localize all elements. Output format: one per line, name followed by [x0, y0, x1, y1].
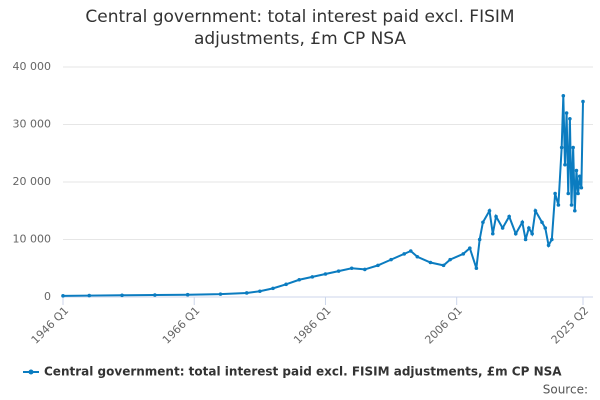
data-point	[540, 220, 544, 225]
data-point	[336, 269, 341, 273]
data-point	[494, 214, 498, 219]
data-point	[376, 263, 380, 268]
data-point	[408, 249, 413, 253]
data-point	[561, 93, 566, 98]
data-point	[323, 272, 328, 276]
data-point	[415, 254, 420, 259]
data-point	[530, 231, 534, 236]
data-point	[579, 185, 584, 190]
data-point	[389, 257, 393, 262]
x-tick-label: 1966 Q1	[160, 304, 203, 347]
data-point	[568, 116, 572, 121]
data-point	[481, 220, 485, 225]
data-point	[556, 203, 561, 207]
data-point	[448, 257, 452, 262]
data-point	[284, 282, 288, 287]
x-tick-label: 2006 Q1	[422, 304, 465, 347]
data-point	[310, 275, 315, 279]
data-point	[581, 99, 585, 104]
legend-marker	[28, 369, 34, 375]
data-point	[564, 111, 569, 115]
data-point	[363, 267, 367, 272]
data-point	[563, 162, 567, 167]
data-point	[507, 214, 511, 219]
data-point	[474, 266, 479, 271]
data-point	[87, 293, 92, 298]
data-point	[477, 237, 482, 242]
y-tick-label: 0	[44, 290, 51, 303]
data-point	[553, 191, 557, 196]
data-point	[577, 174, 582, 179]
data-point	[487, 208, 492, 213]
data-point	[120, 293, 124, 298]
y-tick-label: 10 000	[13, 233, 52, 246]
data-point	[61, 294, 65, 298]
data-point	[572, 208, 577, 213]
data-point	[153, 293, 157, 297]
y-tick-label: 20 000	[13, 175, 52, 188]
data-point	[571, 145, 575, 150]
source: Source:	[543, 383, 588, 397]
data-point	[523, 237, 528, 242]
data-point	[543, 226, 548, 230]
data-point	[513, 231, 518, 236]
data-point	[244, 291, 249, 295]
data-point	[550, 237, 554, 242]
x-tick-label: 1986 Q1	[291, 304, 334, 347]
data-point	[566, 191, 571, 196]
data-point	[533, 208, 538, 213]
legend-label: Central government: total interest paid …	[44, 365, 562, 379]
y-tick-label: 40 000	[13, 60, 52, 73]
data-point	[297, 277, 302, 282]
x-tick-label: 1946 Q1	[29, 304, 72, 347]
data-point	[500, 226, 505, 230]
data-point	[576, 191, 580, 196]
data-point	[185, 292, 190, 297]
data-point	[461, 252, 466, 256]
data-point	[546, 243, 551, 248]
chart-title: Central government: total interest paid …	[85, 7, 515, 49]
data-point	[428, 260, 433, 265]
data-line	[62, 95, 584, 297]
data-point	[271, 286, 275, 291]
data-point	[559, 145, 564, 150]
y-tick-label: 30 000	[13, 118, 52, 131]
data-point	[520, 220, 525, 225]
data-point	[349, 266, 354, 271]
data-point	[402, 252, 406, 256]
data-point	[569, 203, 574, 207]
data-point	[258, 289, 262, 294]
data-point	[441, 263, 446, 268]
data-point	[468, 246, 472, 250]
data-point	[490, 231, 495, 236]
data-point	[218, 292, 223, 296]
data-point	[574, 168, 579, 173]
x-tick-label: 2025 Q2	[549, 304, 592, 347]
data-point	[527, 226, 531, 230]
